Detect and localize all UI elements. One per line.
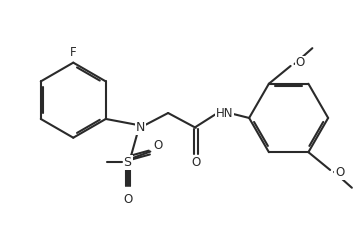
Text: O: O: [191, 156, 201, 169]
Text: N: N: [136, 121, 145, 134]
Text: S: S: [124, 156, 132, 169]
Text: HN: HN: [216, 106, 233, 120]
Text: F: F: [70, 46, 77, 59]
Text: O: O: [154, 139, 163, 152]
Text: O: O: [296, 57, 305, 69]
Text: O: O: [335, 166, 344, 180]
Text: O: O: [123, 194, 132, 207]
